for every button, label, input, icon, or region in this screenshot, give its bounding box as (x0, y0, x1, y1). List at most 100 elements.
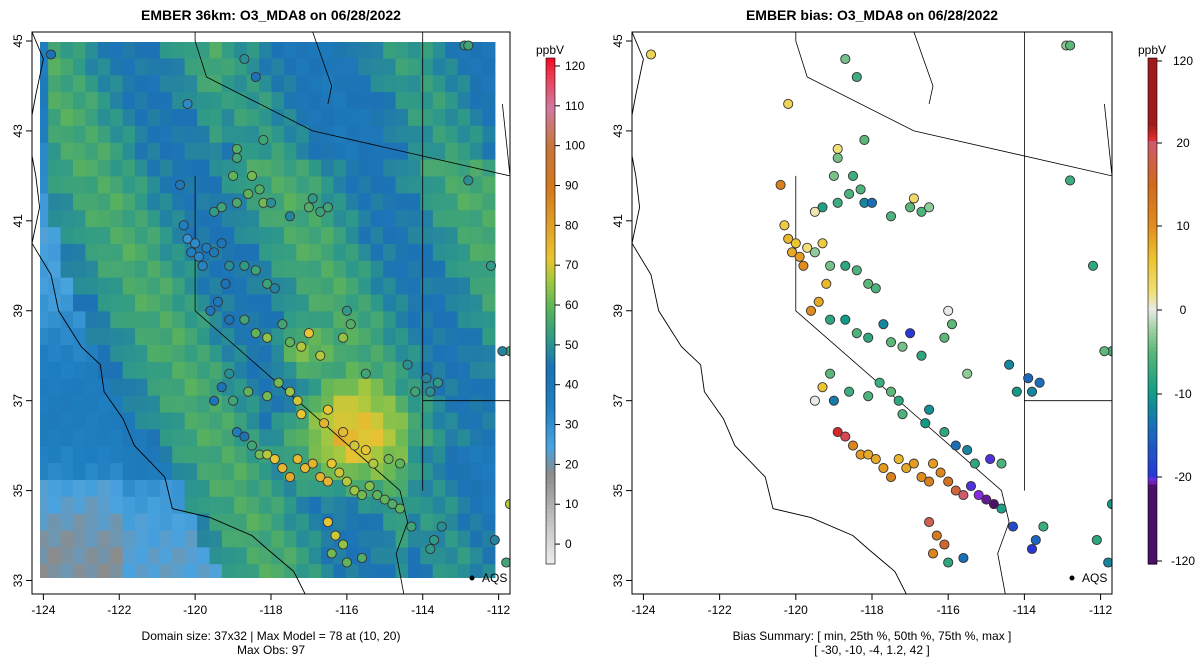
heatmap-cell (135, 529, 149, 548)
y-tick-label: 45 (11, 34, 25, 48)
obs-site (262, 278, 273, 289)
colorbar-segment (1148, 329, 1157, 334)
heatmap-cell (48, 529, 62, 548)
heatmap-cell (420, 192, 434, 211)
heatmap-cell (432, 142, 446, 160)
heatmap-cell (221, 108, 235, 126)
heatmap-cell (358, 293, 372, 312)
heatmap-cell (482, 125, 496, 143)
heatmap-cell (110, 411, 124, 430)
colorbar-segment (1148, 404, 1157, 410)
colorbar-segment (546, 100, 555, 105)
colorbar-segment (546, 251, 555, 257)
heatmap-cell (383, 361, 397, 379)
heatmap-cell (122, 125, 136, 143)
obs-site (246, 170, 258, 181)
obs-site (338, 332, 349, 343)
colorbar-segment (546, 450, 555, 455)
heatmap-cell (271, 74, 285, 93)
heatmap-cell (48, 411, 62, 430)
colorbar-segment (1148, 549, 1157, 554)
heatmap-cell (48, 310, 62, 329)
heatmap-cell (97, 57, 111, 76)
colorbar-segment (1148, 289, 1157, 294)
heatmap-cell (246, 310, 260, 329)
bias-site (645, 49, 657, 60)
heatmap-cell (73, 192, 87, 211)
heatmap-cell (97, 462, 111, 480)
bias-site (981, 494, 992, 505)
colorbar-segment (546, 121, 555, 127)
coastline (632, 32, 907, 594)
bias-site (927, 548, 939, 559)
heatmap-cell (470, 327, 484, 346)
obs-site (243, 386, 254, 397)
heatmap-cell (457, 125, 471, 143)
obs-site (322, 404, 333, 415)
heatmap-cell (184, 395, 198, 413)
bias-site (908, 193, 919, 204)
heatmap-cell (470, 529, 484, 548)
heatmap-cell (246, 344, 260, 362)
heatmap-cell (395, 159, 409, 177)
heatmap-cell (221, 57, 235, 76)
heatmap-cell (234, 243, 248, 261)
heatmap-cell (432, 40, 446, 59)
colorbar-segment (1148, 238, 1157, 243)
bias-site (863, 332, 874, 343)
heatmap-cell (135, 91, 149, 110)
heatmap-cell (197, 142, 211, 160)
bias-site (1034, 377, 1045, 388)
heatmap-cell (420, 445, 434, 464)
heatmap-cell (358, 40, 372, 59)
colorbar-segment (1148, 206, 1157, 211)
colorbar-segment (546, 348, 555, 354)
heatmap-cell (147, 428, 161, 447)
heatmap-cell (445, 411, 459, 430)
colorbar-segment (546, 159, 555, 165)
heatmap-cell (197, 395, 211, 413)
heatmap-cell (283, 277, 297, 295)
heatmap-cell (407, 243, 421, 261)
heatmap-cell (283, 529, 297, 548)
heatmap-cell (184, 277, 198, 295)
heatmap-cell (432, 428, 446, 447)
x-tick-label: -120 (784, 603, 808, 617)
heatmap-cell (445, 226, 459, 244)
heatmap-cell (420, 260, 434, 278)
heatmap-cell (259, 411, 273, 430)
heatmap-cell (73, 462, 87, 480)
obs-site (190, 238, 201, 249)
heatmap-cell (85, 277, 99, 295)
heatmap-cell (172, 125, 186, 143)
colorbar-segment (546, 83, 555, 89)
heatmap-cell (321, 175, 335, 194)
or-id-border (312, 32, 333, 104)
heatmap-cell (85, 243, 99, 261)
heatmap-cell (110, 529, 124, 548)
heatmap-cell (445, 395, 459, 413)
heatmap-cell (159, 293, 173, 312)
heatmap-cell (159, 563, 173, 582)
heatmap-cell (370, 108, 384, 126)
heatmap-cell (159, 125, 173, 143)
heatmap-cell (135, 361, 149, 379)
heatmap-cell (296, 40, 310, 59)
colorbar-segment (546, 260, 555, 266)
heatmap-cell (85, 260, 99, 278)
heatmap-cell (420, 496, 434, 514)
colorbar-segment (546, 424, 555, 430)
heatmap-cell (221, 411, 235, 430)
heatmap-cell (395, 175, 409, 194)
obs-site (231, 427, 242, 438)
heatmap-cell (147, 277, 161, 295)
obs-site (239, 53, 250, 65)
heatmap-cell (457, 310, 471, 329)
heatmap-cell (321, 293, 335, 312)
heatmap-cell (221, 243, 235, 261)
colorbar-segment (1148, 292, 1157, 298)
colorbar-segment (1148, 531, 1157, 536)
colorbar-segment (546, 365, 555, 371)
heatmap-cell (358, 74, 372, 93)
heatmap-cell (60, 57, 74, 76)
